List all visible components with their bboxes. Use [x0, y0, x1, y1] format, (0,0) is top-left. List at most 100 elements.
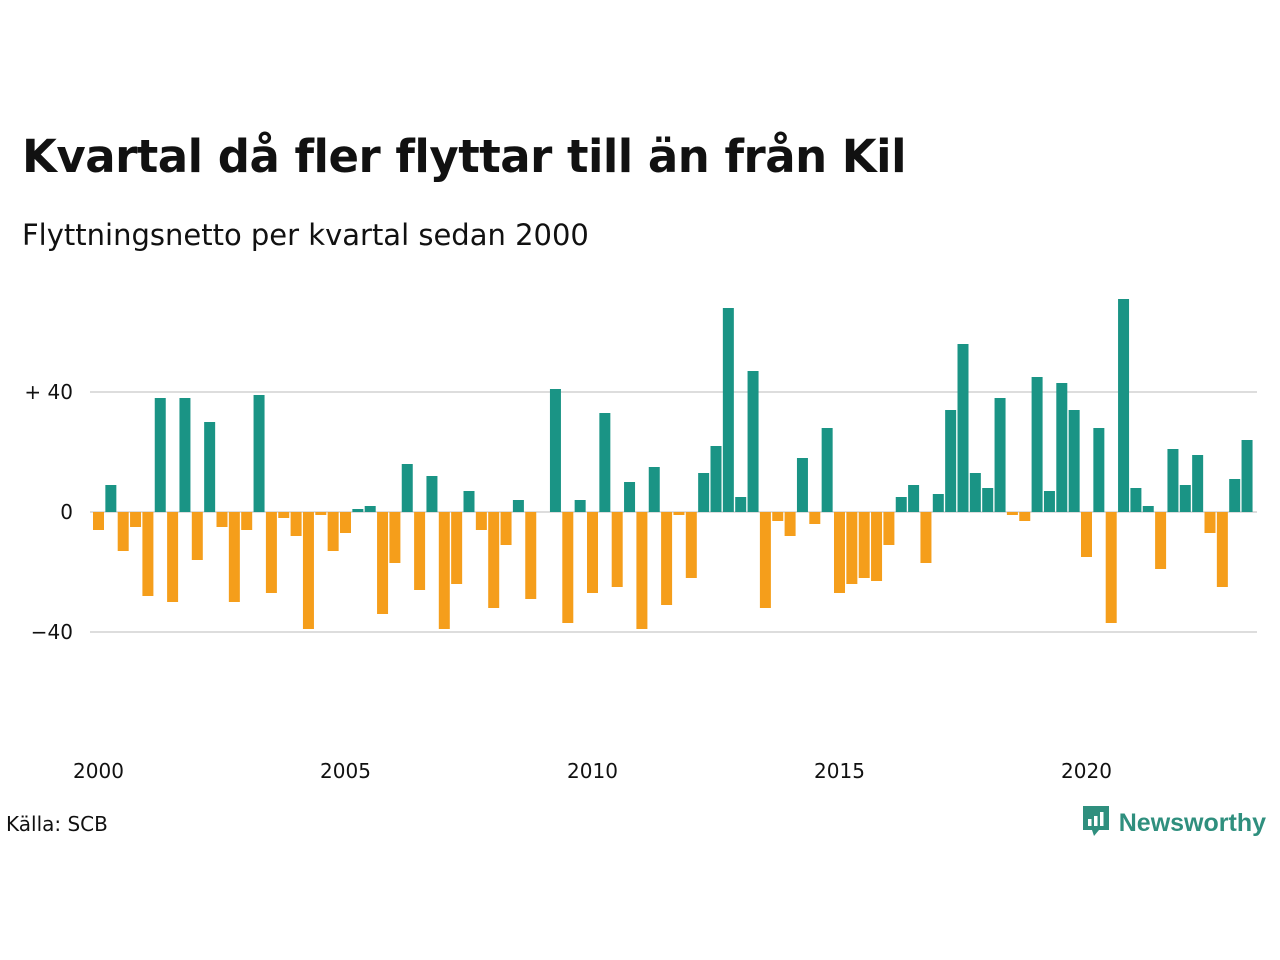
bar [105, 485, 117, 512]
brand-logo: Newsworthy [1081, 804, 1266, 842]
x-tick-label: 2010 [567, 759, 618, 783]
x-tick-label: 2000 [73, 759, 124, 783]
bar [463, 491, 475, 512]
x-tick-label: 2020 [1061, 759, 1112, 783]
bar [1142, 506, 1154, 512]
bar [1229, 479, 1241, 512]
x-tick-label: 2015 [814, 759, 865, 783]
bar [920, 512, 932, 563]
bar [290, 512, 302, 536]
bar [438, 512, 450, 629]
bar [191, 512, 203, 560]
bar [389, 512, 401, 563]
bar [426, 476, 438, 512]
bar [549, 389, 561, 512]
bar [969, 473, 981, 512]
bar [611, 512, 623, 587]
bar [512, 500, 524, 512]
bar [525, 512, 537, 599]
bar [747, 371, 759, 512]
bar [265, 512, 277, 593]
bar [154, 398, 166, 512]
bar [1204, 512, 1216, 533]
bar [945, 410, 957, 512]
bar [1241, 440, 1253, 512]
bar [735, 497, 747, 512]
bar [1118, 299, 1130, 512]
bar [117, 512, 129, 551]
bar [698, 473, 710, 512]
bar [179, 398, 191, 512]
bar [636, 512, 648, 629]
bar [340, 512, 351, 533]
bar [685, 512, 697, 578]
bar [228, 512, 240, 602]
bar [599, 413, 611, 512]
bar [772, 512, 784, 521]
bar [759, 512, 771, 608]
bar [327, 512, 339, 551]
bar [871, 512, 883, 581]
bar [377, 512, 389, 614]
bar [130, 512, 142, 527]
bar [883, 512, 895, 545]
bar [648, 467, 660, 512]
bar [204, 422, 216, 512]
bar [994, 398, 1006, 512]
bar [895, 497, 907, 512]
bar [1167, 449, 1179, 512]
bar [710, 446, 722, 512]
bar [821, 428, 833, 512]
bar [414, 512, 426, 590]
bar [722, 308, 734, 512]
bar [932, 494, 944, 512]
chart-subtitle: Flyttningsnetto per kvartal sedan 2000 [22, 218, 589, 252]
bar [93, 512, 104, 530]
bar [1130, 488, 1142, 512]
bar [957, 344, 969, 512]
bar [1068, 410, 1080, 512]
bar [278, 512, 290, 518]
bar [1192, 455, 1204, 512]
chart-title: Kvartal då fler flyttar till än från Kil [22, 130, 907, 183]
bar [401, 464, 413, 512]
bar [364, 506, 376, 512]
bar [1093, 428, 1105, 512]
bar [1043, 491, 1055, 512]
brand-name: Newsworthy [1118, 808, 1266, 837]
newsworthy-logo-icon [1081, 804, 1111, 842]
bar [809, 512, 821, 524]
bar [1031, 377, 1043, 512]
bar [167, 512, 179, 602]
x-tick-label: 2005 [320, 759, 371, 783]
bar [1056, 383, 1068, 512]
source-note: Källa: SCB [6, 812, 108, 836]
bar [908, 485, 920, 512]
bar [500, 512, 512, 545]
bar [796, 458, 808, 512]
bar [352, 509, 364, 512]
y-tick-label: −40 [31, 620, 73, 644]
bar [574, 500, 586, 512]
bar [1216, 512, 1228, 587]
bar [253, 395, 265, 512]
bar [451, 512, 463, 584]
bar [1006, 512, 1018, 515]
bar [488, 512, 500, 608]
bar [784, 512, 796, 536]
bar [661, 512, 673, 605]
bar [241, 512, 253, 530]
bar [982, 488, 994, 512]
bar [834, 512, 845, 593]
bar [1179, 485, 1191, 512]
bar [142, 512, 154, 596]
bar [1105, 512, 1117, 623]
bar [1019, 512, 1031, 521]
bar [587, 512, 598, 593]
bar [1155, 512, 1167, 569]
bar [858, 512, 870, 578]
bar [846, 512, 858, 584]
bar [475, 512, 487, 530]
bar [315, 512, 327, 515]
